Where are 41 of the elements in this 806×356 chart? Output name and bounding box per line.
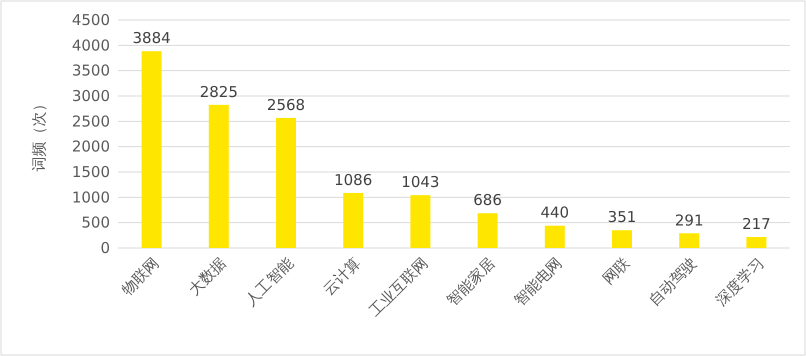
data-label: 686: [473, 191, 502, 210]
bar: [208, 104, 229, 248]
y-tick-label: 4500: [72, 11, 110, 29]
bar: [343, 192, 364, 248]
data-label: 3884: [132, 29, 171, 48]
x-tick-label: 深度学习: [712, 254, 768, 310]
data-label: 351: [608, 208, 636, 226]
x-tick-label: 网联: [598, 254, 633, 288]
bar: [746, 237, 766, 248]
x-tick-label: 工业互联网: [365, 254, 432, 320]
x-tick-label: 智能电网: [510, 254, 566, 310]
data-label: 1043: [401, 173, 440, 192]
y-tick-label: 4000: [72, 36, 110, 54]
y-tick-label: 2500: [72, 112, 110, 130]
y-tick-label: 1000: [72, 188, 110, 206]
data-label: 291: [674, 211, 704, 230]
data-label: 2568: [266, 96, 306, 114]
y-tick-label: 3500: [72, 62, 110, 80]
x-tick-label: 智能家居: [443, 254, 498, 310]
y-tick-label: 0: [100, 239, 110, 257]
y-tick-label: 2000: [72, 138, 110, 156]
data-label: 1086: [334, 170, 372, 189]
y-tick-label: 3000: [72, 87, 110, 105]
y-axis-title: 词频（次）: [30, 96, 48, 172]
bar: [544, 226, 565, 248]
bar: [142, 51, 162, 248]
data-label: 217: [742, 215, 771, 234]
x-tick-label: 物联网: [118, 254, 162, 299]
bar: [410, 195, 430, 248]
data-label: 440: [540, 204, 570, 222]
bar: [612, 230, 632, 248]
x-tick-label: 云计算: [319, 254, 364, 299]
y-tick-label: 500: [81, 214, 110, 232]
x-tick-label: 人工智能: [242, 254, 297, 310]
bar: [478, 213, 498, 248]
x-tick-label: 大数据: [185, 254, 230, 299]
bar: [276, 118, 296, 248]
x-tick-label: 自动驾驶: [644, 254, 700, 310]
data-label: 2825: [200, 82, 238, 101]
bar: [679, 233, 700, 248]
y-tick-label: 1500: [72, 163, 110, 181]
